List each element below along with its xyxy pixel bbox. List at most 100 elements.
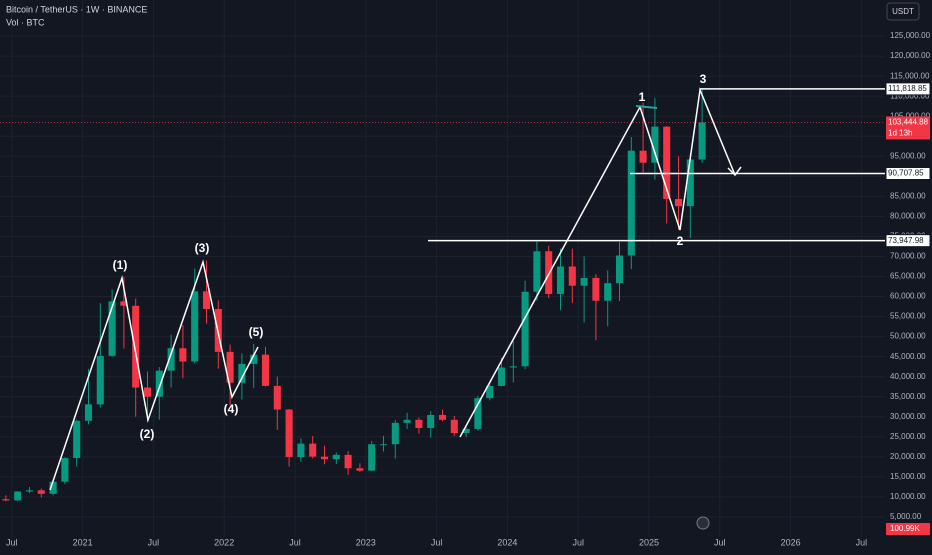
candle-body (226, 351, 234, 383)
candle-body (356, 468, 364, 471)
volume-tag (886, 523, 930, 535)
x-tick-label: Jul (148, 537, 160, 547)
candle-body (604, 283, 612, 301)
candle-body (261, 354, 270, 386)
y-tick-label: 45,000.00 (890, 352, 926, 361)
y-tick-label: 35,000.00 (890, 392, 926, 401)
y-tick-label: 80,000.00 (890, 212, 926, 221)
candle-body (25, 490, 34, 492)
y-tick-label: 70,000.00 (890, 252, 926, 261)
candle-body (250, 354, 258, 364)
y-tick-label: 30,000.00 (890, 412, 926, 421)
currency-label[interactable]: USDT (892, 7, 914, 16)
wave-drawings (49, 87, 742, 491)
candle-body (415, 419, 423, 428)
volume-label: 100.99K (890, 524, 920, 533)
candle-body (639, 150, 647, 163)
x-tick-label: Jul (572, 537, 584, 547)
price-tag-label: 90,707.85 (888, 169, 924, 178)
wave-label: (3) (195, 241, 210, 255)
candle-body (592, 277, 600, 301)
wave-label: (5) (249, 325, 264, 339)
last-price-label: 103,444.88 (888, 118, 929, 127)
y-tick-label: 5,000.00 (890, 512, 922, 521)
candle-body (615, 255, 624, 284)
price-tag (885, 82, 931, 96)
candle-body (545, 251, 553, 294)
last-price-tag (886, 116, 930, 140)
y-tick-label: 50,000.00 (890, 332, 926, 341)
x-tick-label: 2024 (497, 537, 517, 547)
candle-body (84, 404, 93, 421)
y-tick-label: 95,000.00 (890, 151, 926, 160)
y-tick-label: 10,000.00 (890, 492, 926, 501)
candle-body (320, 456, 329, 460)
wave-label: (1) (113, 258, 128, 272)
wave-label: (2) (140, 427, 155, 441)
candle-body (497, 367, 506, 386)
y-tick-label: 115,000.00 (890, 71, 930, 80)
y-tick-label: 40,000.00 (890, 372, 926, 381)
y-tick-label: 55,000.00 (890, 312, 926, 321)
candle-body (462, 428, 470, 434)
candle-body (391, 422, 399, 445)
candle-body (297, 443, 305, 458)
candle-body (179, 348, 187, 362)
candle-body (509, 366, 517, 368)
candle-body (698, 122, 706, 160)
marker-line (635, 105, 658, 109)
candle-body (663, 126, 671, 199)
candle-body (49, 481, 57, 494)
candle-body (273, 385, 281, 410)
x-tick-label: 2022 (214, 537, 234, 547)
candle-body (14, 491, 22, 501)
candle-body (120, 301, 128, 306)
candle-body (238, 363, 246, 383)
y-tick-label: 120,000.00 (890, 51, 931, 60)
candle-body (568, 266, 576, 286)
subtitle: Vol · BTC (6, 17, 45, 27)
x-tick-label: 2025 (639, 537, 659, 547)
candle-body (191, 291, 199, 362)
candle-body (651, 126, 659, 163)
candle-body (167, 348, 175, 371)
currency-button[interactable] (886, 2, 920, 21)
x-tick-label: Jul (6, 537, 18, 547)
x-tick-label: 2026 (781, 537, 801, 547)
y-tick-label: 15,000.00 (890, 472, 926, 481)
wave-label: 1 (639, 90, 646, 104)
wave-label: 3 (700, 72, 707, 86)
candle-body (344, 454, 352, 469)
candle-body (627, 150, 635, 256)
candle-body (474, 398, 482, 429)
arrow-head (727, 166, 742, 177)
candle-body (379, 444, 388, 446)
x-tick-label: Jul (714, 537, 726, 547)
x-tick-label: Jul (856, 537, 868, 547)
candle-body (332, 454, 340, 460)
y-tick-label: 125,000.00 (890, 31, 931, 40)
y-tick-label: 20,000.00 (890, 452, 926, 461)
y-tick-label: 60,000.00 (890, 292, 926, 301)
candle-body (438, 414, 447, 420)
candle-body (450, 419, 458, 434)
alert-icon[interactable] (696, 516, 710, 530)
candle-body (143, 387, 152, 397)
wave-label: (4) (224, 402, 239, 416)
candle-body (61, 458, 69, 482)
candle-body (674, 198, 683, 207)
y-tick-label: 65,000.00 (890, 272, 926, 281)
y-tick-label: 105,000.00 (890, 111, 931, 120)
x-tick-label: Jul (289, 537, 301, 547)
wave-label: 2 (677, 234, 684, 248)
candle-body (155, 370, 163, 397)
countdown-label: 1d 13h (888, 129, 912, 138)
candle-body (2, 499, 10, 501)
candle-body (403, 419, 411, 423)
wave-line (49, 259, 259, 491)
candle-body (202, 291, 211, 309)
y-tick-label: 25,000.00 (890, 432, 926, 441)
price-tag (885, 234, 931, 248)
